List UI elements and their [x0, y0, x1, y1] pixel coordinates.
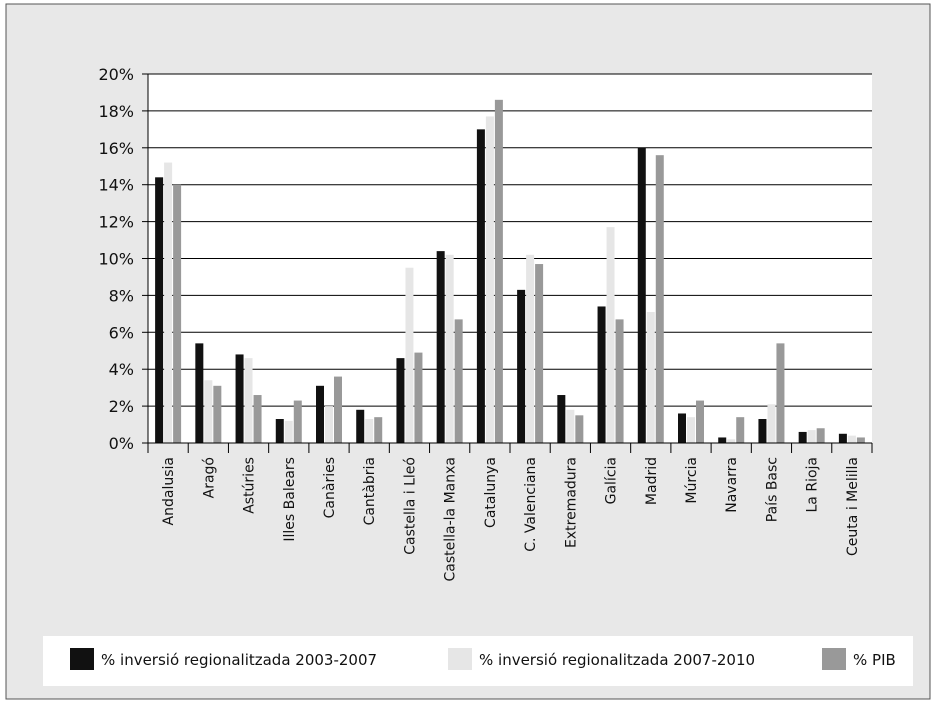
bar-2003-2007	[476, 129, 485, 443]
bar-pib	[816, 428, 825, 443]
y-tick-label: 4%	[109, 360, 134, 379]
y-tick-labels: 0% 2% 4% 6% 8% 10% 12% 14% 16% 18% 20%	[98, 65, 134, 453]
y-tick-label: 2%	[109, 397, 134, 416]
y-tick-label: 12%	[98, 213, 134, 232]
category-label: Madrid	[644, 457, 660, 505]
legend-label-2007-2010: % inversió regionalitzada 2007-2010	[479, 651, 755, 669]
bar-2007-2010	[646, 312, 655, 443]
category-label: Galícia	[604, 457, 620, 504]
bar-2003-2007	[798, 431, 807, 443]
bar-2003-2007	[155, 177, 164, 443]
category-label: Castella i Lleó	[402, 457, 418, 555]
bar-2003-2007	[195, 343, 204, 443]
bar-2007-2010	[445, 254, 454, 443]
legend: % inversió regionalitzada 2003-2007 % in…	[70, 648, 896, 670]
bar-2003-2007	[517, 289, 526, 443]
category-label: Navarra	[724, 457, 740, 513]
legend-swatch-pib	[822, 648, 846, 670]
bar-2007-2010	[244, 358, 253, 443]
legend-swatch-2003-2007	[70, 648, 94, 670]
category-label: Illes Balears	[282, 457, 298, 542]
bar-pib	[655, 155, 664, 443]
bar-2007-2010	[807, 430, 816, 443]
category-label: Ceuta i Melilla	[845, 457, 861, 556]
bar-pib	[494, 99, 503, 443]
bar-2007-2010	[284, 420, 293, 443]
bar-pib	[414, 352, 423, 443]
legend-box	[43, 636, 913, 686]
bars	[155, 99, 865, 444]
bar-2003-2007	[275, 419, 284, 443]
category-label: Cantàbria	[362, 457, 378, 525]
bar-pib	[293, 400, 302, 443]
bar-pib	[615, 319, 624, 443]
category-label: Múrcia	[684, 457, 700, 504]
bar-pib	[253, 395, 262, 443]
category-label: C. Valenciana	[523, 457, 539, 552]
bar-2003-2007	[316, 385, 324, 443]
bar-2003-2007	[637, 147, 646, 444]
y-tick-label: 18%	[98, 102, 134, 121]
category-label: Astúries	[242, 457, 258, 514]
category-label: Catalunya	[483, 457, 499, 528]
y-tick-label: 6%	[109, 323, 134, 342]
bar-2007-2010	[566, 409, 575, 443]
y-tick-label: 10%	[98, 250, 134, 269]
bar-2007-2010	[526, 254, 535, 443]
legend-swatch-2007-2010	[448, 648, 472, 670]
bar-pib	[776, 343, 785, 443]
y-tick-label: 0%	[109, 434, 134, 453]
bar-pib	[213, 385, 222, 443]
gridlines	[142, 73, 872, 444]
bar-2007-2010	[405, 267, 414, 443]
y-tick-label: 16%	[98, 139, 134, 158]
bar-pib	[173, 184, 182, 443]
bar-2007-2010	[687, 417, 695, 443]
bar-2007-2010	[606, 227, 615, 443]
category-label: Aragó	[201, 457, 217, 498]
bar-pib	[575, 415, 584, 443]
bar-2003-2007	[396, 358, 405, 443]
category-label: País Basc	[764, 457, 780, 522]
bar-pib	[736, 417, 745, 443]
bar-2003-2007	[356, 409, 365, 443]
bar-2003-2007	[758, 419, 767, 443]
bar-2007-2010	[767, 404, 776, 443]
bar-2007-2010	[204, 380, 213, 443]
category-label: Extremadura	[563, 457, 579, 548]
bar-2003-2007	[597, 306, 606, 443]
bar-pib	[535, 264, 544, 443]
bar-2003-2007	[718, 437, 727, 443]
bar-2003-2007	[235, 354, 244, 443]
x-tick-labels: Andalusia Aragó Astúries Illes Balears Canàr…	[161, 457, 861, 581]
bar-pib	[856, 437, 865, 443]
bar-2007-2010	[485, 116, 494, 443]
bar-2007-2010	[365, 419, 374, 443]
bar-pib	[334, 376, 342, 443]
bar-pib	[454, 319, 463, 443]
category-label: Andalusia	[161, 457, 177, 525]
y-tick-label: 8%	[109, 286, 134, 305]
bar-2007-2010	[727, 439, 736, 443]
legend-label-2003-2007: % inversió regionalitzada 2003-2007	[101, 651, 377, 669]
y-tick-label: 14%	[98, 176, 134, 195]
bar-pib	[374, 417, 383, 443]
bar-2003-2007	[678, 413, 686, 443]
bar-2003-2007	[436, 251, 445, 443]
bar-2007-2010	[325, 406, 333, 443]
bar-2007-2010	[847, 435, 856, 443]
y-tick-label: 20%	[98, 65, 134, 84]
bar-2007-2010	[164, 162, 173, 443]
bar-2003-2007	[557, 395, 566, 443]
category-label: Canàries	[322, 457, 338, 518]
axes	[147, 74, 873, 453]
bar-pib	[696, 400, 704, 443]
category-label: Castella-la Manxa	[443, 457, 459, 581]
legend-label-pib: % PIB	[853, 651, 896, 669]
bar-2003-2007	[838, 433, 847, 443]
category-label: La Rioja	[805, 457, 821, 512]
